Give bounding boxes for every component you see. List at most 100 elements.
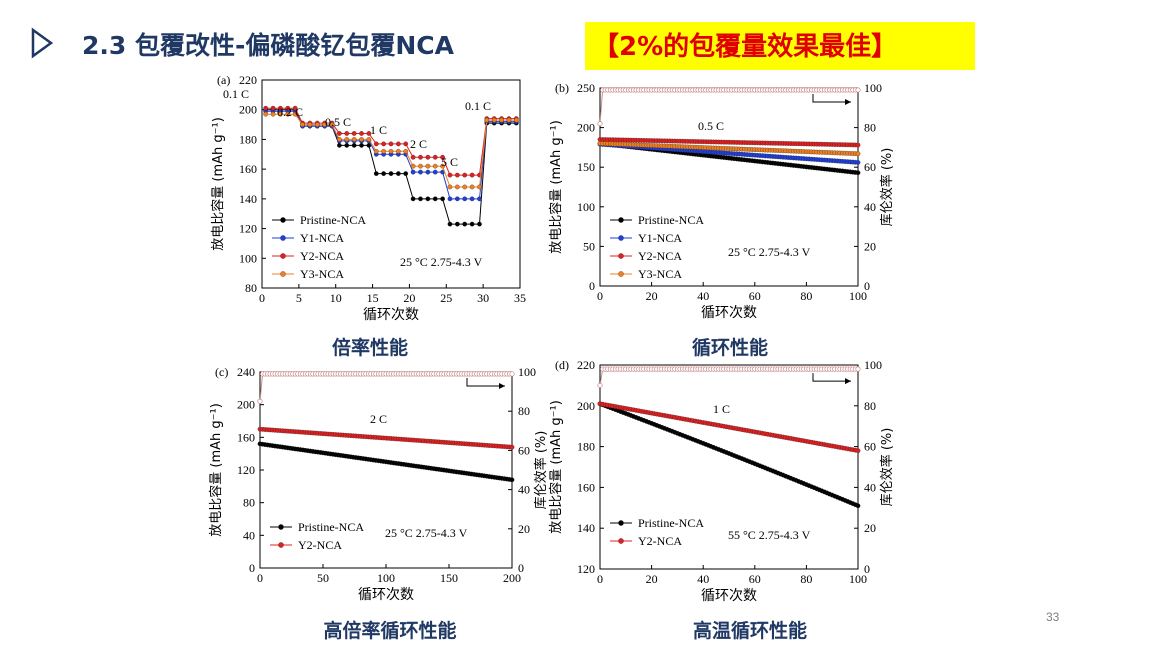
x-tick-label: 100 (849, 572, 867, 586)
data-point (499, 117, 504, 123)
legend-marker (280, 253, 286, 259)
y-tick-label: 120 (237, 463, 255, 477)
data-point (462, 172, 468, 178)
data-point (381, 148, 386, 154)
x-tick-label: 60 (749, 572, 761, 586)
data-point (425, 163, 431, 169)
data-point (270, 111, 276, 117)
highlight-box (585, 22, 975, 70)
y-tick-label: 250 (577, 81, 595, 95)
data-point (292, 105, 298, 111)
legend-label: Y1-NCA (638, 231, 682, 245)
y-tick-label: 240 (237, 365, 255, 379)
x-tick-label: 20 (646, 289, 658, 303)
data-point (469, 196, 475, 202)
y-tick-label: 100 (577, 200, 595, 214)
y2-tick-label: 100 (518, 365, 536, 379)
annotation: 0.1 C (223, 87, 249, 101)
data-point (855, 448, 861, 454)
y-tick-label: 200 (577, 121, 595, 135)
data-point (300, 122, 305, 127)
legend-label: Y2-NCA (638, 534, 682, 548)
data-point (462, 196, 468, 202)
data-point (403, 148, 409, 154)
plot-frame (261, 79, 521, 289)
page-number: 33 (1046, 610, 1060, 624)
data-point (410, 169, 416, 175)
legend-marker (278, 524, 284, 530)
caption-cycle: 循环性能 (691, 337, 768, 359)
arrow-line (466, 377, 505, 387)
legend-marker (618, 217, 624, 223)
legend-label: Y2-NCA (298, 538, 342, 552)
efficiency-point (509, 371, 515, 377)
chart-d: (d) 0 20 40 60 80 100 120 140 160 180 200 220 循环次数 放电比… (548, 355, 898, 610)
data-point (418, 154, 423, 160)
y2-tick-label: 0 (864, 279, 870, 293)
efficiency-point (597, 382, 603, 388)
y-tick-label: 140 (577, 521, 595, 535)
data-point (278, 105, 283, 111)
y2-tick-label: 20 (864, 239, 876, 253)
data-point (329, 122, 335, 127)
data-point (314, 122, 320, 127)
y-axis-label: 放电比容量 (mAh g⁻¹) (210, 117, 226, 251)
data-point (432, 163, 438, 169)
data-point (484, 117, 490, 123)
caption-high-temp: 高温循环性能 (692, 620, 807, 642)
data-point (322, 122, 328, 127)
data-point (337, 137, 342, 142)
data-point (440, 196, 445, 202)
data-point (509, 444, 515, 450)
y-tick-label: 200 (239, 103, 257, 117)
x-tick-label: 0 (259, 291, 265, 305)
data-point (410, 196, 416, 202)
y2-tick-label: 60 (864, 160, 876, 174)
y2-tick-label: 20 (864, 521, 876, 535)
data-point (506, 117, 512, 123)
y2-axis-label: 库伦效率 (%) (533, 431, 549, 510)
y2-tick-label: 40 (864, 480, 876, 494)
data-point (454, 221, 460, 227)
x-axis-label: 循环次数 (701, 305, 757, 321)
x-tick-label: 80 (800, 572, 812, 586)
data-point (454, 172, 460, 178)
data-point (477, 221, 482, 227)
data-point (388, 141, 394, 147)
x-axis-label: 循环次数 (358, 587, 414, 603)
annotation: 25 °C 2.75-4.3 V (400, 255, 483, 269)
y2-tick-label: 60 (518, 443, 530, 457)
efficiency-point (855, 87, 861, 93)
y-tick-label: 140 (239, 192, 257, 206)
annotation: 25 °C 2.75-4.3 V (728, 245, 811, 259)
data-point (359, 143, 364, 148)
data-point (337, 131, 342, 136)
efficiency-line (599, 89, 858, 124)
x-tick-label: 40 (697, 289, 709, 303)
annotation: 5 C (441, 155, 458, 169)
data-point (447, 196, 453, 202)
y-tick-label: 160 (577, 480, 595, 494)
y-tick-label: 200 (237, 398, 255, 412)
data-point (344, 143, 350, 148)
x-tick-label: 0 (597, 572, 603, 586)
x-tick-label: 30 (477, 291, 489, 305)
chart-a-svg: (a) 0 5 10 15 20 25 30 35 80 100 120 140 160 180 200 220… (210, 73, 526, 323)
legend-label: Pristine-NCA (638, 213, 704, 227)
data-point (425, 169, 431, 175)
y-tick-label: 200 (577, 399, 595, 413)
data-point (477, 184, 482, 190)
y2-tick-label: 40 (518, 483, 530, 497)
y-tick-label: 40 (243, 528, 255, 542)
legend-marker (618, 271, 624, 277)
x-tick-label: 40 (697, 572, 709, 586)
y2-tick-label: 100 (864, 81, 882, 95)
data-point (285, 111, 291, 117)
chart-b: (b) 0 20 40 60 80 100 0 50 100 150 200 250 循环次数 放电比容量 … (548, 70, 898, 335)
x-axis-label: 循环次数 (363, 307, 419, 323)
data-point (454, 196, 460, 202)
data-point (462, 221, 468, 227)
y-tick-label: 160 (239, 162, 257, 176)
annotation: 1 C (370, 123, 387, 137)
chart-a: (a) 0 5 10 15 20 25 30 35 80 100 120 140 160 180 200 220… (205, 70, 535, 335)
